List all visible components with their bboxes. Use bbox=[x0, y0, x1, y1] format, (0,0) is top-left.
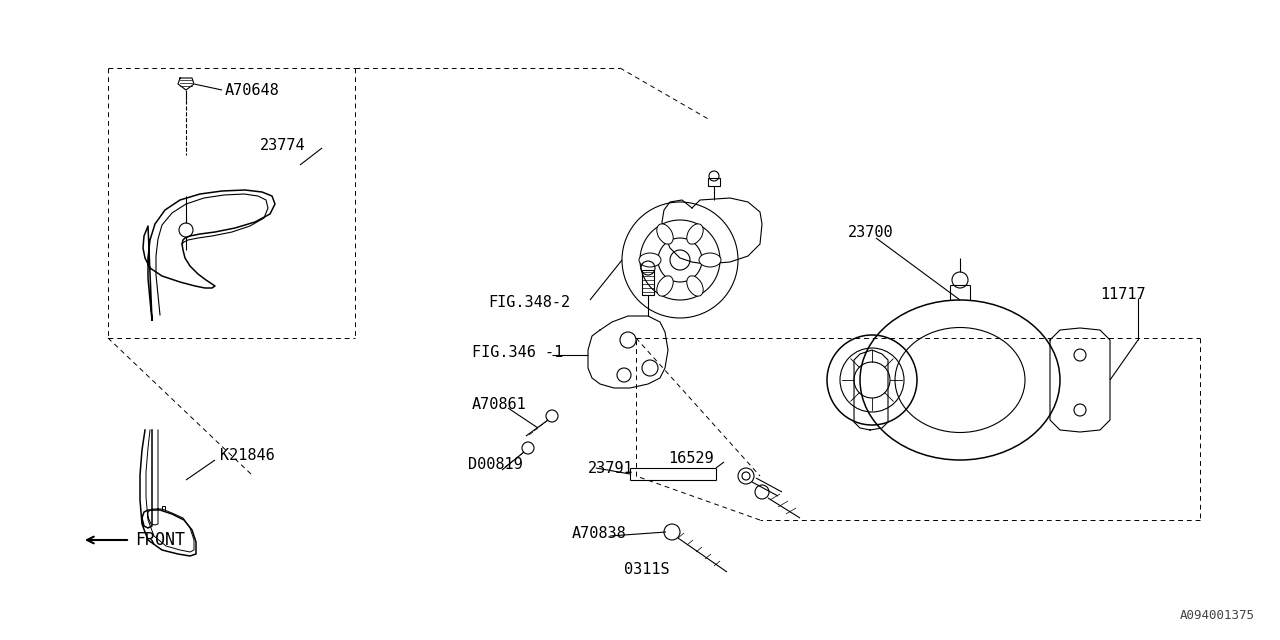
Bar bbox=[643, 270, 654, 295]
Ellipse shape bbox=[699, 253, 721, 267]
Bar bbox=[708, 178, 719, 186]
Text: 23700: 23700 bbox=[849, 225, 893, 239]
Text: 0311S: 0311S bbox=[625, 563, 669, 577]
Text: A70648: A70648 bbox=[225, 83, 280, 97]
Ellipse shape bbox=[687, 224, 703, 244]
Ellipse shape bbox=[687, 276, 703, 296]
Ellipse shape bbox=[639, 253, 660, 267]
Text: 16529: 16529 bbox=[668, 451, 714, 465]
Text: FRONT: FRONT bbox=[134, 531, 186, 549]
Text: 23774: 23774 bbox=[260, 138, 306, 152]
Polygon shape bbox=[178, 78, 195, 90]
Text: 11717: 11717 bbox=[1100, 287, 1146, 301]
Ellipse shape bbox=[657, 224, 673, 244]
Text: A70838: A70838 bbox=[572, 527, 627, 541]
Ellipse shape bbox=[657, 276, 673, 296]
Text: A70861: A70861 bbox=[472, 397, 527, 412]
Text: D00819: D00819 bbox=[468, 456, 522, 472]
Text: FIG.348-2: FIG.348-2 bbox=[488, 294, 570, 310]
Text: 23791: 23791 bbox=[588, 461, 634, 476]
Text: A094001375: A094001375 bbox=[1180, 609, 1254, 622]
Text: K21846: K21846 bbox=[220, 447, 275, 463]
Text: FIG.346 -1: FIG.346 -1 bbox=[472, 344, 563, 360]
